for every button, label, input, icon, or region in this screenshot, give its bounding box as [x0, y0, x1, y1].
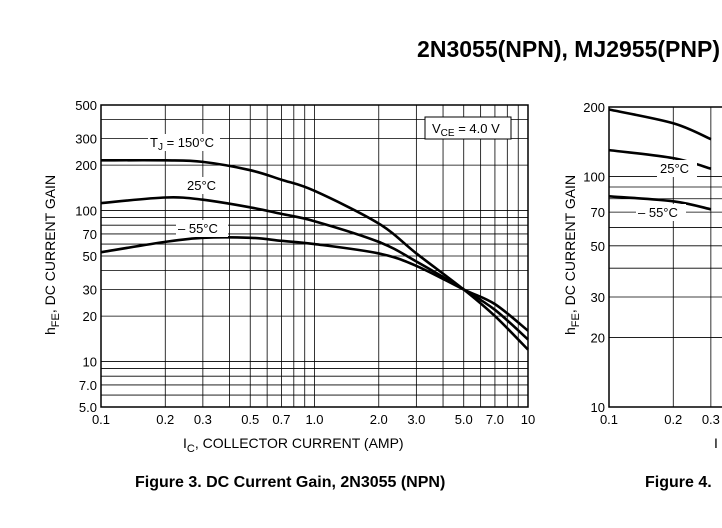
series-line-2: [608, 194, 712, 211]
x-tick-label: 0.7: [272, 412, 290, 427]
grid: [609, 107, 722, 407]
y-tick-label: 7.0: [79, 378, 97, 393]
x-tick-label: 1.0: [305, 412, 323, 427]
x-axis-label: I: [714, 435, 718, 451]
series-label-minus55c: – 55°C: [176, 220, 228, 237]
x-tick-labels: 0.1 0.2 0.3: [600, 412, 720, 427]
plot-frame: [608, 106, 722, 408]
y-tick-label: 30: [83, 282, 97, 297]
y-tick-label: 100: [75, 204, 97, 219]
figure-caption: Figure 4.: [645, 474, 712, 491]
y-tick-label: 10: [83, 355, 97, 370]
series-line-0: [100, 158, 529, 351]
y-tick-label: 20: [591, 331, 605, 346]
plot-frame: [100, 104, 529, 408]
x-tick-label: 0.5: [241, 412, 259, 427]
y-tick-label: 300: [75, 131, 97, 146]
condition-sub: CE: [441, 128, 455, 139]
x-tick-labels: 0.1 0.2 0.3 0.5 0.7 1.0 2.0 3.0 5.0 7.0 10: [92, 412, 535, 427]
y-tick-label: 70: [83, 227, 97, 242]
figure-caption: Figure 3. DC Current Gain, 2N3055 (NPN): [135, 474, 445, 491]
series-line-1: [608, 148, 712, 170]
chart-figure-4: 0.1 0.2 0.3 200 100 70 50 30 20 10 25°C – 55°C I…: [562, 100, 722, 491]
svg-text:– 55°C: – 55°C: [638, 205, 678, 220]
series-label-150c: TJ = 150°C: [148, 134, 220, 153]
y-tick-label: 30: [591, 290, 605, 305]
y-axis-label: hFE, DC CURRENT GAIN: [42, 175, 62, 335]
series-group: [100, 158, 529, 351]
x-tick-label: 0.2: [156, 412, 174, 427]
x-tick-label: 10: [521, 412, 535, 427]
y-tick-label: 200: [583, 100, 605, 115]
series-line-1: [100, 196, 529, 341]
x-tick-label: 0.1: [600, 412, 618, 427]
chart-figure-3: 0.1 0.2 0.3 0.5 0.7 1.0 2.0 3.0 5.0 7.0 10 500 300 2…: [42, 98, 535, 491]
x-tick-label: 0.3: [702, 412, 720, 427]
series-label-minus55c: – 55°C: [636, 204, 686, 221]
svg-text:25°C: 25°C: [187, 178, 216, 193]
y-tick-labels: 500 300 200 100 70 50 30 20 10 7.0 5.0: [75, 98, 97, 415]
y-tick-label: 200: [75, 158, 97, 173]
y-axis-label: hFE, DC CURRENT GAIN: [562, 175, 582, 335]
series-label-25c: 25°C: [657, 160, 697, 177]
grid: [101, 105, 528, 407]
page-title: 2N3055(NPN), MJ2955(PNP): [417, 36, 720, 62]
x-tick-label: 0.2: [664, 412, 682, 427]
y-tick-labels: 200 100 70 50 30 20 10: [583, 100, 605, 415]
x-tick-label: 5.0: [455, 412, 473, 427]
y-tick-label: 70: [591, 205, 605, 220]
x-tick-label: 0.3: [194, 412, 212, 427]
series-group: [608, 108, 712, 211]
series-line-2: [100, 236, 529, 332]
series-label-25c: 25°C: [184, 177, 224, 194]
y-tick-label: 5.0: [79, 400, 97, 415]
y-tick-label: 100: [583, 169, 605, 184]
x-tick-label: 7.0: [486, 412, 504, 427]
y-tick-label: 20: [83, 309, 97, 324]
x-tick-label: 0.1: [92, 412, 110, 427]
y-tick-label: 10: [591, 400, 605, 415]
condition-label: VCE = 4.0 V: [424, 116, 512, 140]
x-tick-label: 2.0: [370, 412, 388, 427]
x-tick-label: 3.0: [407, 412, 425, 427]
y-tick-label: 50: [83, 249, 97, 264]
svg-text:– 55°C: – 55°C: [178, 221, 218, 236]
series-line-0: [608, 108, 712, 141]
svg-text:VCE = 4.0 V: VCE = 4.0 V: [432, 121, 500, 139]
svg-text:TJ = 150°C: TJ = 150°C: [150, 135, 214, 153]
x-axis-label: IC, COLLECTOR CURRENT (AMP): [183, 435, 404, 455]
y-tick-label: 50: [591, 239, 605, 254]
y-tick-label: 500: [75, 98, 97, 113]
condition-main: V: [432, 121, 441, 136]
condition-rest: = 4.0 V: [455, 121, 500, 136]
page-header: 2N3055(NPN), MJ2955(PNP): [0, 36, 722, 66]
svg-text:25°C: 25°C: [660, 161, 689, 176]
